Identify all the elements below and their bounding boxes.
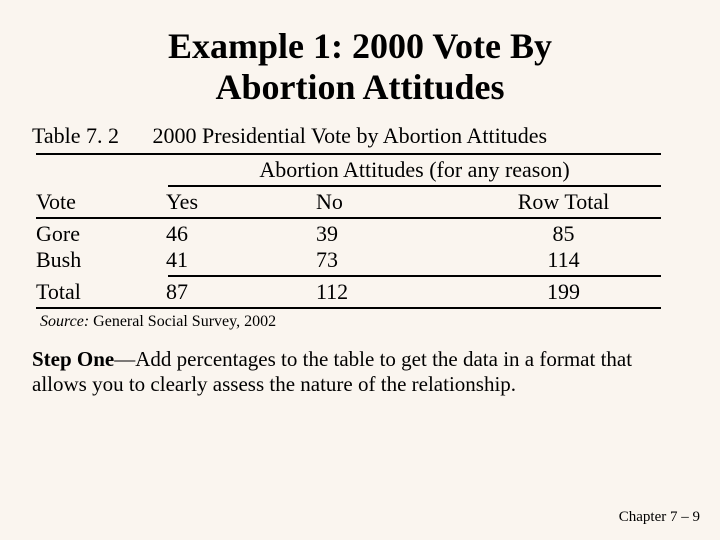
slide-title: Example 1: 2000 Vote By Abortion Attitud… xyxy=(30,26,690,109)
source-text: General Social Survey, 2002 xyxy=(89,313,276,330)
col-no: No xyxy=(316,189,476,215)
total-row: Total 87 112 199 xyxy=(34,279,690,305)
data-table: Abortion Attitudes (for any reason) Vote… xyxy=(34,153,690,309)
table-row: Gore 46 39 85 xyxy=(34,221,690,247)
title-line-1: Example 1: 2000 Vote By xyxy=(168,26,552,66)
rule-under-spanning xyxy=(168,185,661,187)
cell-label: Gore xyxy=(34,221,166,247)
rule-bottom xyxy=(36,307,661,309)
col-row-total: Row Total xyxy=(476,189,651,215)
spanning-header: Abortion Attitudes (for any reason) xyxy=(168,157,661,183)
source-label: Source: xyxy=(40,313,89,330)
cell-yes: 87 xyxy=(166,279,316,305)
rule-above-total xyxy=(168,275,661,277)
footer-page: Chapter 7 – 9 xyxy=(619,509,700,526)
cell-total: 85 xyxy=(476,221,651,247)
col-yes: Yes xyxy=(166,189,316,215)
slide: Example 1: 2000 Vote By Abortion Attitud… xyxy=(0,0,720,540)
cell-yes: 41 xyxy=(166,247,316,273)
table-number: Table 7. 2 xyxy=(32,123,119,149)
cell-label: Total xyxy=(34,279,166,305)
cell-total: 199 xyxy=(476,279,651,305)
cell-label: Bush xyxy=(34,247,166,273)
source-line: Source: General Social Survey, 2002 xyxy=(40,313,690,331)
step-bold: Step One xyxy=(32,347,114,371)
cell-no: 112 xyxy=(316,279,476,305)
col-vote: Vote xyxy=(34,189,166,215)
title-line-2: Abortion Attitudes xyxy=(215,67,504,107)
column-header-row: Vote Yes No Row Total xyxy=(34,189,690,215)
step-paragraph: Step One—Add percentages to the table to… xyxy=(32,347,688,398)
step-text: —Add percentages to the table to get the… xyxy=(32,347,632,397)
cell-total: 114 xyxy=(476,247,651,273)
table-row: Bush 41 73 114 xyxy=(34,247,690,273)
table-heading-row: Table 7. 2 2000 Presidential Vote by Abo… xyxy=(30,123,690,149)
cell-no: 39 xyxy=(316,221,476,247)
table-caption: 2000 Presidential Vote by Abortion Attit… xyxy=(153,123,548,149)
rule-top xyxy=(36,153,661,155)
cell-no: 73 xyxy=(316,247,476,273)
cell-yes: 46 xyxy=(166,221,316,247)
rule-under-headers xyxy=(36,217,661,219)
